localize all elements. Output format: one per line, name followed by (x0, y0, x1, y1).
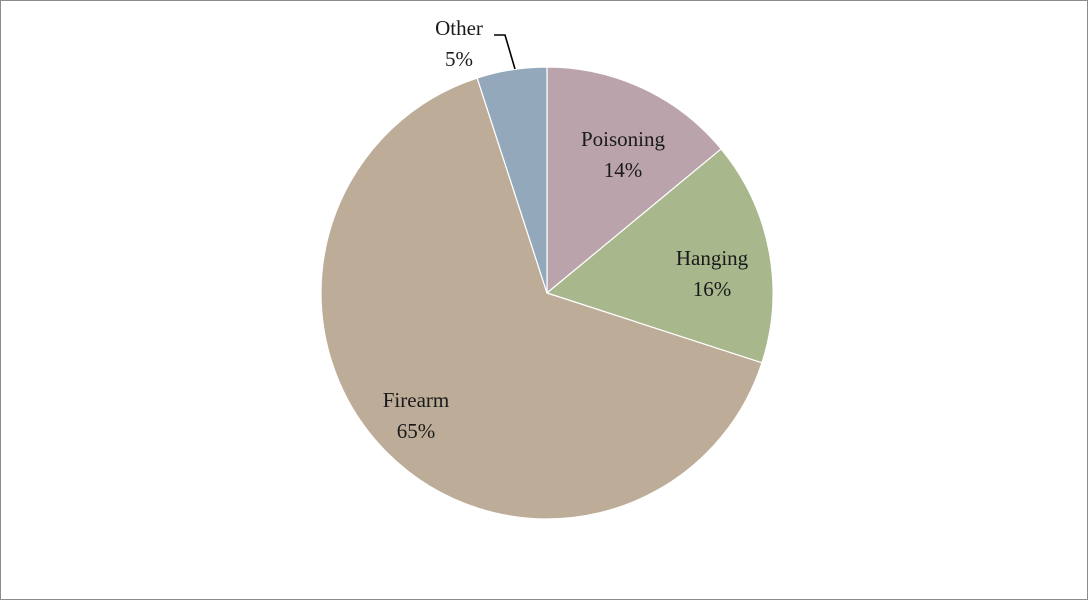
data-label-value: 5% (445, 47, 473, 71)
data-label-name: Poisoning (581, 127, 666, 151)
pie-labels: Poisoning 14% Hanging 16% Firearm 65% Other 5% (383, 16, 749, 443)
pie-slice-other (476, 66, 548, 294)
data-label-name: Other (435, 16, 483, 40)
pie-slice-hanging (545, 148, 774, 364)
data-label-value: 14% (604, 158, 643, 182)
data-label-name: Firearm (383, 388, 449, 412)
data-label-name: Hanging (676, 246, 749, 270)
pie-slice-firearm (320, 77, 763, 520)
data-label-poisoning: Poisoning 14% (581, 127, 666, 182)
leader-line-other (494, 34, 516, 70)
pie-chart: Poisoning 14% Hanging 16% Firearm 65% Other 5% (320, 16, 774, 520)
data-label-value: 16% (693, 277, 732, 301)
data-label-other: Other 5% (435, 16, 483, 71)
data-label-hanging: Hanging 16% (676, 246, 749, 301)
data-label-firearm: Firearm 65% (383, 388, 449, 443)
pie-slice-poisoning (546, 66, 722, 295)
data-label-value: 65% (397, 419, 436, 443)
pie-slices (320, 66, 774, 520)
